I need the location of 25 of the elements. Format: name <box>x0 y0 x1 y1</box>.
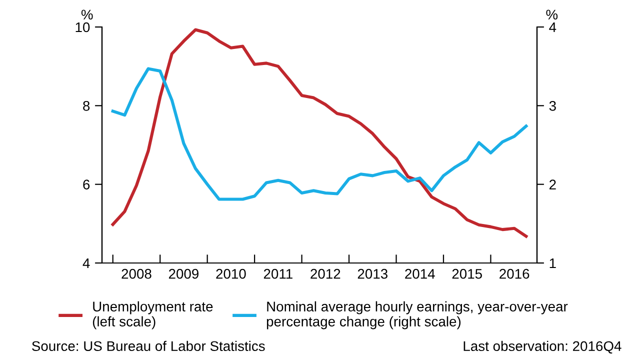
text: Last observation: 2016Q4 <box>464 340 622 354</box>
line-series <box>111 28 528 238</box>
x-tick-label: 2009 <box>168 268 198 279</box>
x-tick-label: 2016 <box>500 268 530 279</box>
y-tick-label: 8 <box>83 101 90 111</box>
x-tick-label: 2013 <box>358 268 388 279</box>
x-tick-label: 2014 <box>405 268 435 279</box>
y-tick-label: 10 <box>76 22 90 32</box>
x-tick-label: 2008 <box>122 268 152 279</box>
x-tick-label: 2010 <box>216 268 246 279</box>
y-tick-label: 6 <box>83 180 90 190</box>
legend-label: Unemployment rate (left scale) <box>92 301 213 330</box>
legend-label: Nominal average hourly earnings, year-over-year percentage change (right scale) <box>266 301 568 330</box>
y-tick-label: 4 <box>82 258 90 268</box>
x-tick-label: 2011 <box>264 268 292 279</box>
source-note: Source: US Bureau of Labor Statistics <box>32 340 265 352</box>
y2-axis-title: % <box>546 10 558 20</box>
x-tick-label: 2012 <box>310 268 340 279</box>
y-axis-title: % <box>81 10 93 20</box>
y2-tick-label: 3 <box>549 101 556 111</box>
line-series <box>111 67 528 201</box>
y2-tick-label: 2 <box>550 180 556 190</box>
x-tick-label: 2015 <box>452 268 482 279</box>
y2-tick-label: 1 <box>550 258 556 268</box>
y2-tick-label: 4 <box>549 22 556 32</box>
